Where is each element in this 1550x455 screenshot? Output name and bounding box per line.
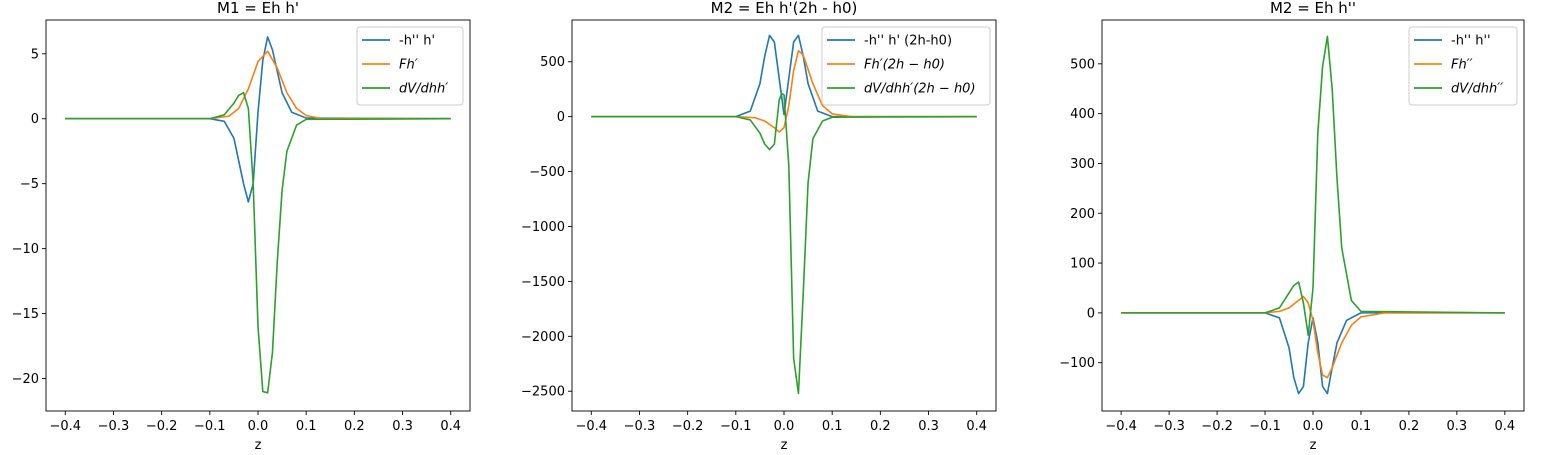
x-tick-label: −0.2: [1201, 419, 1233, 434]
x-tick-label: 0.3: [392, 419, 413, 434]
legend-label: -h'' h' (2h-h0): [864, 34, 952, 49]
x-tick-label: 0.3: [918, 419, 939, 434]
x-tick-label: 0.1: [1351, 419, 1372, 434]
y-tick-label: 0: [557, 110, 565, 125]
y-tick-label: 400: [1070, 107, 1095, 122]
y-tick-label: 500: [540, 55, 565, 70]
legend-label: -h'' h': [399, 34, 435, 49]
series-line-2: [1121, 295, 1505, 379]
chart-title: M2 = Eh h'(2h - h0): [711, 0, 858, 17]
x-tick-label: −0.3: [624, 419, 656, 434]
x-tick-label: 0.3: [1447, 419, 1468, 434]
x-tick-label: 0.2: [344, 419, 365, 434]
x-tick-label: −0.3: [98, 419, 130, 434]
y-tick-label: −15: [12, 307, 39, 322]
x-tick-label: 0.2: [870, 419, 891, 434]
series-line-3: [591, 92, 977, 395]
legend-label: dV/dhh′′: [1451, 82, 1503, 97]
y-tick-label: −10: [12, 242, 39, 257]
chart-title: M1 = Eh h': [217, 0, 299, 17]
legend-box: [356, 26, 464, 106]
y-tick-label: 0: [31, 112, 39, 127]
series-line-1: [591, 34, 977, 118]
y-tick-label: −2500: [521, 385, 565, 400]
x-tick-label: −0.2: [146, 419, 178, 434]
x-tick-label: 0.4: [440, 419, 461, 434]
x-tick-label: −0.1: [194, 419, 226, 434]
y-tick-label: 200: [1070, 207, 1095, 222]
series-line-3: [65, 91, 451, 394]
y-tick-label: −2000: [521, 330, 565, 345]
x-tick-label: −0.2: [672, 419, 704, 434]
series-line-2: [591, 49, 977, 133]
legend-label: Fh′(2h − h0): [864, 58, 945, 73]
legend-label: dV/dhh′: [399, 82, 448, 97]
x-tick-label: 0.0: [774, 419, 795, 434]
y-tick-label: 100: [1070, 257, 1095, 272]
x-tick-label: −0.1: [1249, 419, 1281, 434]
x-axis-label: z: [781, 438, 788, 450]
x-tick-label: −0.4: [575, 419, 607, 434]
y-tick-label: 300: [1070, 157, 1095, 172]
x-tick-label: 0.1: [822, 419, 843, 434]
y-tick-label: −1000: [521, 220, 565, 235]
x-tick-label: 0.1: [296, 419, 317, 434]
y-tick-label: 500: [1070, 57, 1095, 72]
x-tick-label: −0.4: [49, 419, 81, 434]
chart-panel-3: −0.4 −0.3 −0.2 −0.1 0.0 0.1 0.2 0.3 0.4 500 400 300…: [1059, 0, 1525, 453]
y-tick-label: −5: [20, 177, 39, 192]
x-tick-label: 0.4: [1494, 419, 1515, 434]
x-tick-label: −0.1: [720, 419, 752, 434]
x-axis-label: z: [1310, 438, 1317, 450]
y-tick-label: −20: [12, 372, 39, 387]
x-axis-label: z: [255, 438, 262, 450]
x-tick-label: 0.0: [248, 419, 269, 434]
x-tick-label: 0.0: [1303, 419, 1324, 434]
chart-title: M2 = Eh h'': [1270, 0, 1356, 17]
legend: -h'' h' (2h-h0) Fh′(2h − h0) dV/dhh′(2h − …: [821, 26, 991, 106]
legend: -h'' h'' Fh′′ dV/dhh′′: [1408, 26, 1518, 106]
x-tick-label: 0.2: [1399, 419, 1420, 434]
series-line-2: [65, 50, 451, 120]
x-tick-label: −0.4: [1105, 419, 1137, 434]
legend-box: [821, 26, 991, 106]
y-tick-label: −1500: [521, 275, 565, 290]
x-tick-label: −0.3: [1153, 419, 1185, 434]
y-tick-label: −500: [529, 165, 565, 180]
legend: -h'' h' Fh′ dV/dhh′: [356, 26, 464, 106]
series-line-1: [65, 36, 451, 203]
legend-box: [1408, 26, 1518, 106]
y-tick-label: 5: [31, 47, 39, 62]
legend-label: dV/dhh′(2h − h0): [864, 82, 976, 97]
x-tick-label: 0.4: [966, 419, 987, 434]
y-tick-label: −100: [1059, 356, 1095, 371]
y-tick-label: 0: [1087, 306, 1095, 321]
chart-panel-2: −0.4 −0.3 −0.2 −0.1 0.0 0.1 0.2 0.3 0.4 500 0 −500 −…: [521, 0, 997, 453]
legend-label: Fh′′: [1451, 58, 1473, 73]
chart-panel-1: −0.4 −0.3 −0.2 −0.1 0.0 0.1 0.2 0.3 0.4 5 0 −5 −10 −1…: [12, 0, 471, 453]
legend-label: -h'' h'': [1451, 34, 1491, 49]
legend-label: Fh′: [399, 58, 418, 73]
series-line-3: [1121, 35, 1505, 337]
